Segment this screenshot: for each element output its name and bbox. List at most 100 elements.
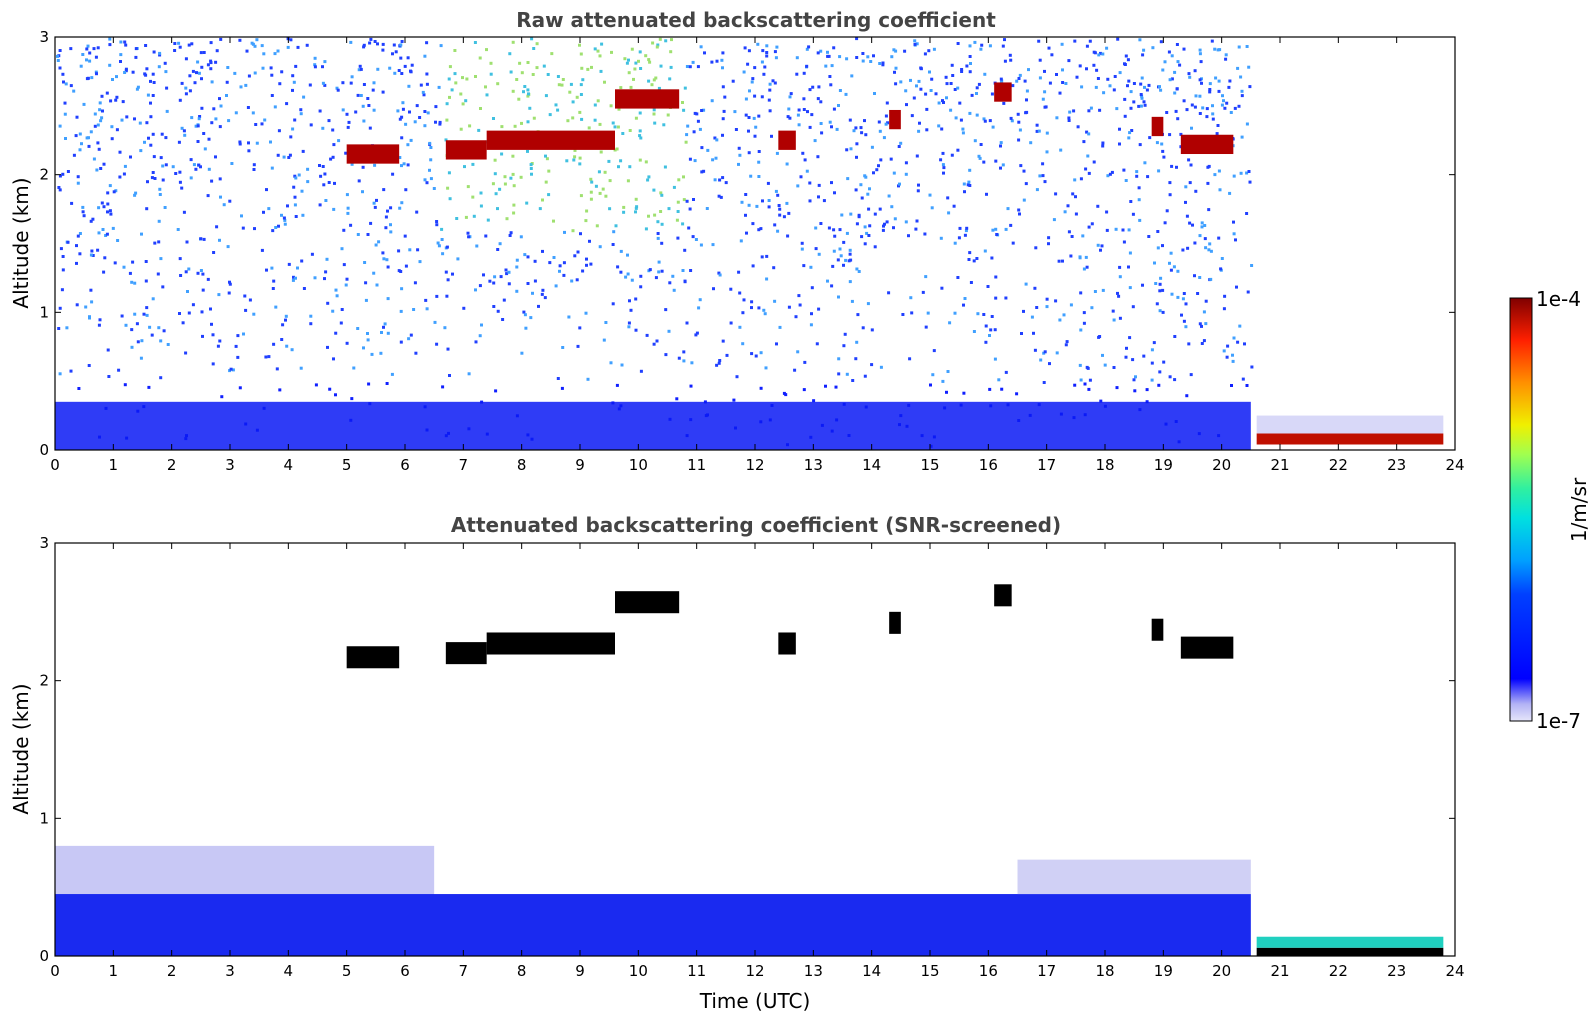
noise-pixel (363, 261, 367, 264)
noise-pixel (327, 119, 331, 123)
noise-pixel (882, 136, 886, 140)
noise-pixel (166, 343, 170, 346)
noise-pixel (196, 271, 200, 275)
x-tick-label: 17 (1037, 456, 1056, 474)
noise-pixel (201, 272, 205, 276)
noise-pixel (773, 299, 777, 303)
noise-pixel (833, 191, 836, 195)
noise-pixel (761, 49, 765, 53)
noise-pixel (1168, 78, 1172, 82)
noise-pixel (532, 116, 536, 120)
noise-pixel (892, 171, 896, 175)
noise-pixel (1176, 117, 1180, 121)
noise-pixel (866, 302, 870, 306)
noise-pixel (1011, 84, 1015, 88)
noise-pixel (95, 72, 98, 76)
noise-pixel (1135, 170, 1139, 174)
noise-pixel (798, 303, 802, 307)
noise-pixel (286, 45, 290, 49)
noise-pixel (835, 127, 839, 131)
noise-pixel (950, 153, 954, 157)
noise-pixel (688, 207, 692, 211)
noise-pixel (410, 63, 414, 67)
noise-pixel (445, 294, 449, 298)
x-tick-label: 24 (1445, 456, 1464, 474)
noise-pixel (362, 43, 366, 47)
noise-pixel (741, 311, 745, 315)
noise-pixel (493, 275, 497, 279)
noise-pixel (162, 329, 166, 333)
noise-pixel (140, 232, 143, 236)
noise-pixel (472, 214, 476, 218)
noise-pixel (822, 199, 826, 203)
noise-pixel (775, 45, 779, 49)
noise-pixel (414, 351, 418, 355)
noise-pixel (617, 107, 621, 111)
noise-pixel (507, 282, 511, 286)
noise-pixel (837, 104, 840, 107)
noise-pixel (219, 104, 223, 108)
noise-pixel (1047, 236, 1051, 240)
noise-pixel (848, 248, 852, 252)
noise-pixel (202, 132, 206, 135)
noise-pixel (622, 205, 626, 209)
noise-pixel (331, 155, 335, 159)
noise-pixel (77, 387, 81, 390)
noise-pixel (1139, 93, 1143, 96)
noise-pixel (856, 313, 860, 317)
noise-pixel (1025, 98, 1028, 102)
noise-pixel (552, 219, 555, 223)
noise-pixel (181, 321, 185, 325)
cloud-layer (615, 89, 680, 109)
noise-pixel (1061, 259, 1064, 263)
noise-pixel (932, 47, 936, 51)
noise-pixel (630, 278, 634, 282)
noise-pixel (218, 339, 222, 343)
noise-pixel (646, 178, 650, 182)
noise-pixel (541, 288, 545, 292)
noise-pixel (1188, 221, 1192, 225)
noise-pixel (977, 82, 981, 86)
noise-pixel (1170, 54, 1174, 58)
noise-pixel (1079, 328, 1083, 332)
noise-pixel (89, 288, 93, 292)
noise-pixel (1165, 111, 1169, 114)
noise-pixel (503, 182, 507, 186)
noise-pixel (282, 155, 286, 159)
noise-pixel (435, 294, 439, 298)
noise-pixel (1182, 99, 1186, 103)
noise-pixel (657, 86, 661, 90)
noise-pixel (715, 363, 719, 367)
noise-pixel (868, 187, 871, 191)
cloud-layer (445, 642, 487, 665)
noise-pixel (1159, 88, 1163, 92)
noise-pixel (1112, 366, 1116, 369)
noise-pixel (283, 218, 287, 222)
noise-pixel (418, 260, 422, 264)
noise-pixel (403, 234, 407, 238)
noise-pixel (332, 357, 335, 361)
noise-pixel (391, 52, 394, 56)
noise-pixel (953, 311, 957, 315)
noise-pixel (332, 143, 336, 147)
noise-pixel (389, 206, 393, 210)
x-tick-label: 19 (1154, 962, 1173, 980)
noise-pixel (466, 185, 470, 189)
noise-pixel (1206, 165, 1210, 169)
noise-pixel (694, 333, 698, 337)
noise-pixel (634, 197, 638, 201)
noise-pixel (580, 117, 584, 121)
noise-pixel (1210, 39, 1214, 43)
noise-pixel (608, 207, 612, 211)
noise-pixel (372, 81, 376, 85)
noise-pixel (710, 60, 714, 64)
noise-pixel (672, 185, 676, 189)
noise-pixel (1096, 77, 1100, 80)
noise-pixel (616, 125, 620, 129)
noise-pixel (675, 397, 679, 401)
noise-pixel (313, 56, 317, 60)
noise-pixel (270, 166, 274, 170)
noise-pixel (115, 95, 119, 99)
noise-pixel (832, 107, 836, 111)
noise-pixel (558, 269, 561, 273)
